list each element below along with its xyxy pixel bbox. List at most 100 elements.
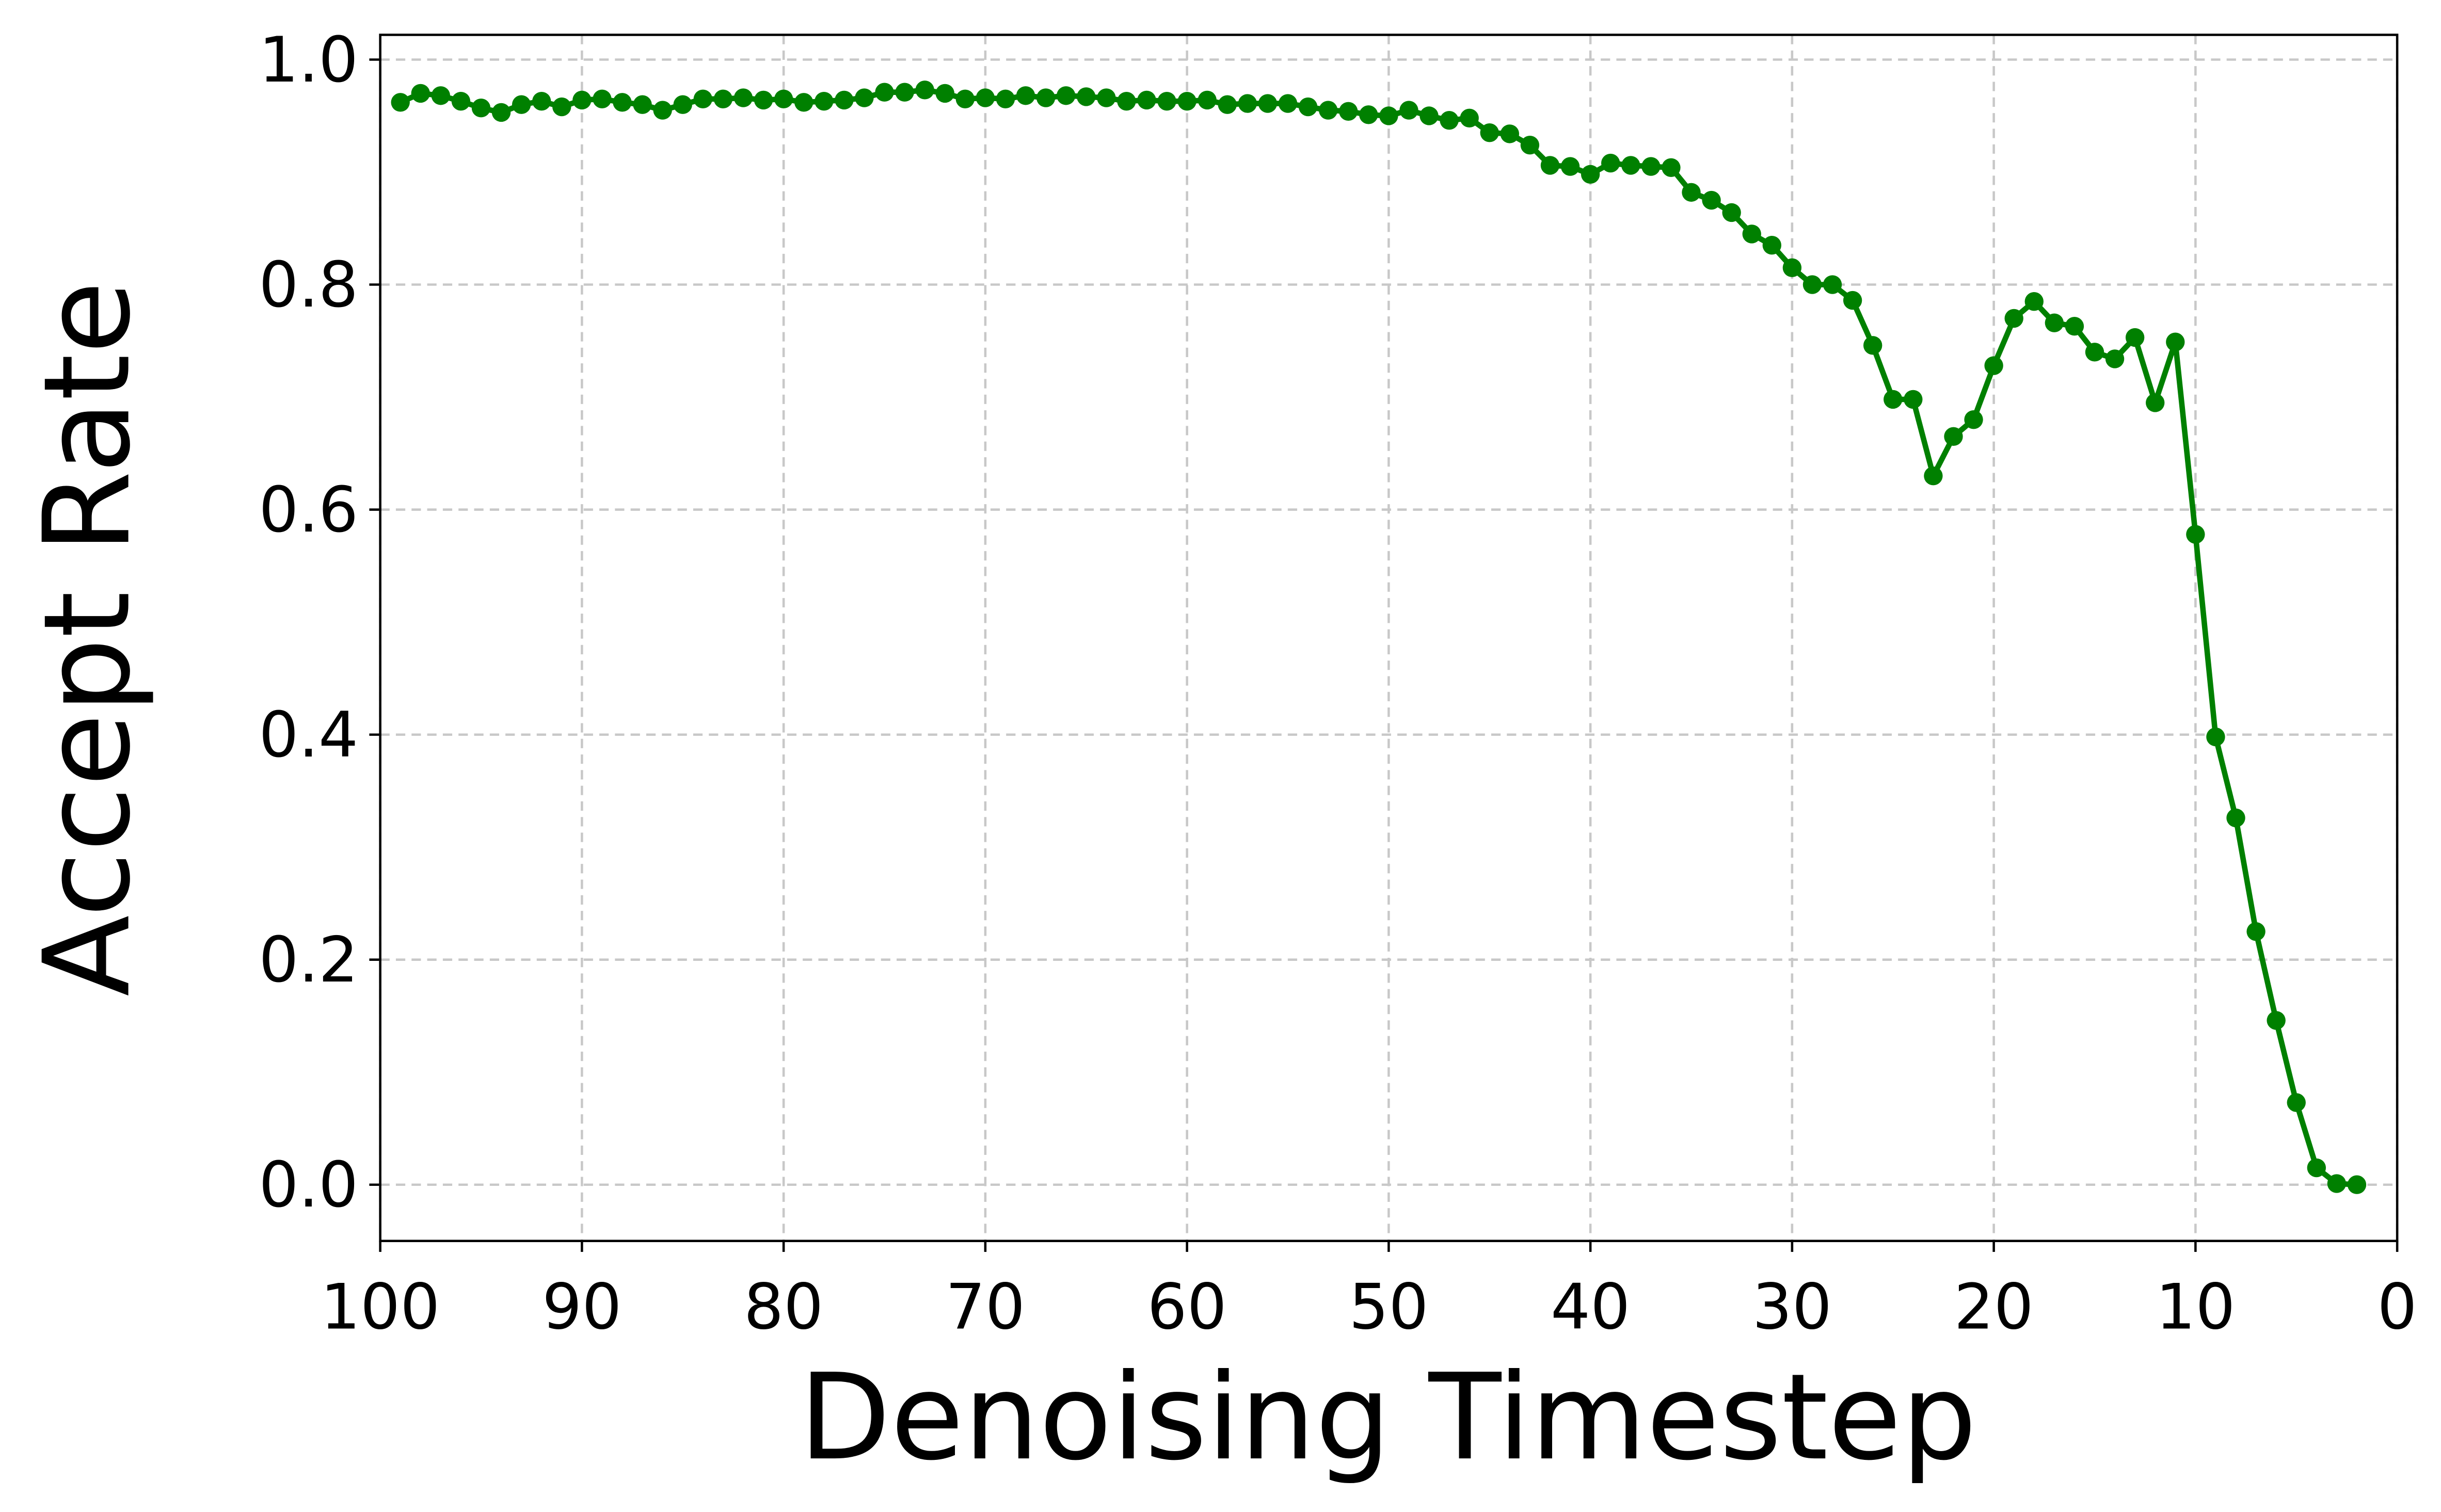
marker [1581, 165, 1600, 184]
marker [1682, 183, 1701, 202]
y-axis-label: Accept Rate [19, 281, 157, 996]
marker [491, 103, 511, 122]
marker [532, 91, 551, 111]
marker [1036, 88, 1056, 107]
x-tick-label: 0 [2378, 1270, 2417, 1343]
marker [1218, 95, 1237, 114]
marker [815, 91, 834, 111]
y-tick-label: 0.2 [259, 923, 358, 996]
marker [1440, 111, 1459, 130]
x-tick-label: 80 [744, 1270, 823, 1343]
y-tick-label: 0.8 [259, 248, 358, 321]
marker [1762, 236, 1781, 255]
marker [915, 81, 934, 100]
marker [2024, 292, 2044, 311]
marker [1278, 94, 1298, 113]
marker [1359, 105, 1378, 124]
marker [1863, 336, 1882, 355]
marker [1077, 87, 1096, 106]
marker [1298, 97, 1318, 117]
x-axis-label: Denoising Timestep [799, 1348, 1977, 1487]
marker [774, 89, 793, 108]
marker [1823, 275, 1842, 294]
marker [2085, 343, 2104, 362]
marker [1802, 275, 1822, 294]
marker [1782, 258, 1802, 278]
x-tick-label: 90 [542, 1270, 621, 1343]
y-tick-label: 1.0 [259, 23, 358, 96]
marker [593, 89, 612, 108]
marker [693, 89, 713, 108]
x-tick-label: 100 [321, 1270, 440, 1343]
marker [633, 95, 652, 114]
marker [1843, 291, 1862, 310]
marker [2146, 393, 2165, 412]
marker [1399, 101, 1418, 120]
marker [1016, 86, 1035, 105]
marker [733, 88, 753, 107]
marker [451, 91, 471, 111]
plot-frame [379, 34, 2399, 1243]
marker [2186, 525, 2205, 544]
marker [835, 90, 854, 110]
marker [794, 93, 813, 112]
x-tick-label: 20 [1954, 1270, 2033, 1343]
marker [2347, 1175, 2367, 1194]
marker [1339, 102, 1358, 121]
marker [1177, 91, 1196, 111]
marker [653, 101, 672, 120]
marker [2287, 1093, 2306, 1112]
marker [613, 93, 632, 112]
marker [2004, 309, 2023, 328]
marker [713, 89, 733, 108]
marker [996, 89, 1015, 108]
marker [1964, 410, 1983, 429]
marker [875, 83, 894, 102]
marker [2327, 1174, 2347, 1193]
marker [1560, 157, 1580, 176]
marker [1742, 224, 1761, 244]
marker [2226, 808, 2245, 828]
marker [1520, 135, 1540, 155]
marker [1419, 106, 1439, 125]
marker [1157, 91, 1176, 111]
marker [391, 93, 410, 112]
marker [1500, 124, 1520, 143]
marker [572, 90, 592, 110]
marker [1056, 86, 1076, 105]
marker [673, 95, 692, 114]
y-tick-label: 0.4 [259, 698, 358, 771]
marker [855, 88, 874, 107]
marker [1117, 91, 1136, 111]
marker [2246, 922, 2265, 941]
marker [1258, 94, 1278, 113]
marker [895, 83, 914, 102]
marker [955, 89, 975, 108]
marker [1884, 390, 1903, 409]
x-tick-label: 50 [1349, 1270, 1428, 1343]
marker [2307, 1158, 2326, 1178]
marker [1641, 157, 1661, 176]
marker [2045, 313, 2064, 332]
marker [2206, 727, 2225, 747]
marker [2267, 1011, 2286, 1030]
marker [2166, 332, 2185, 351]
marker [2105, 349, 2125, 368]
marker [2125, 328, 2145, 347]
marker [976, 88, 995, 107]
marker [754, 90, 773, 110]
y-tick-label: 0.6 [259, 473, 358, 546]
x-tick-label: 10 [2156, 1270, 2235, 1343]
marker [1480, 123, 1499, 142]
marker [552, 97, 571, 117]
marker [1137, 90, 1156, 110]
x-tick-label: 40 [1551, 1270, 1630, 1343]
marker [1540, 156, 1560, 175]
marker [935, 84, 954, 103]
marker [411, 84, 430, 103]
marker [1097, 88, 1116, 107]
marker [1621, 156, 1640, 175]
marker [1460, 108, 1479, 128]
